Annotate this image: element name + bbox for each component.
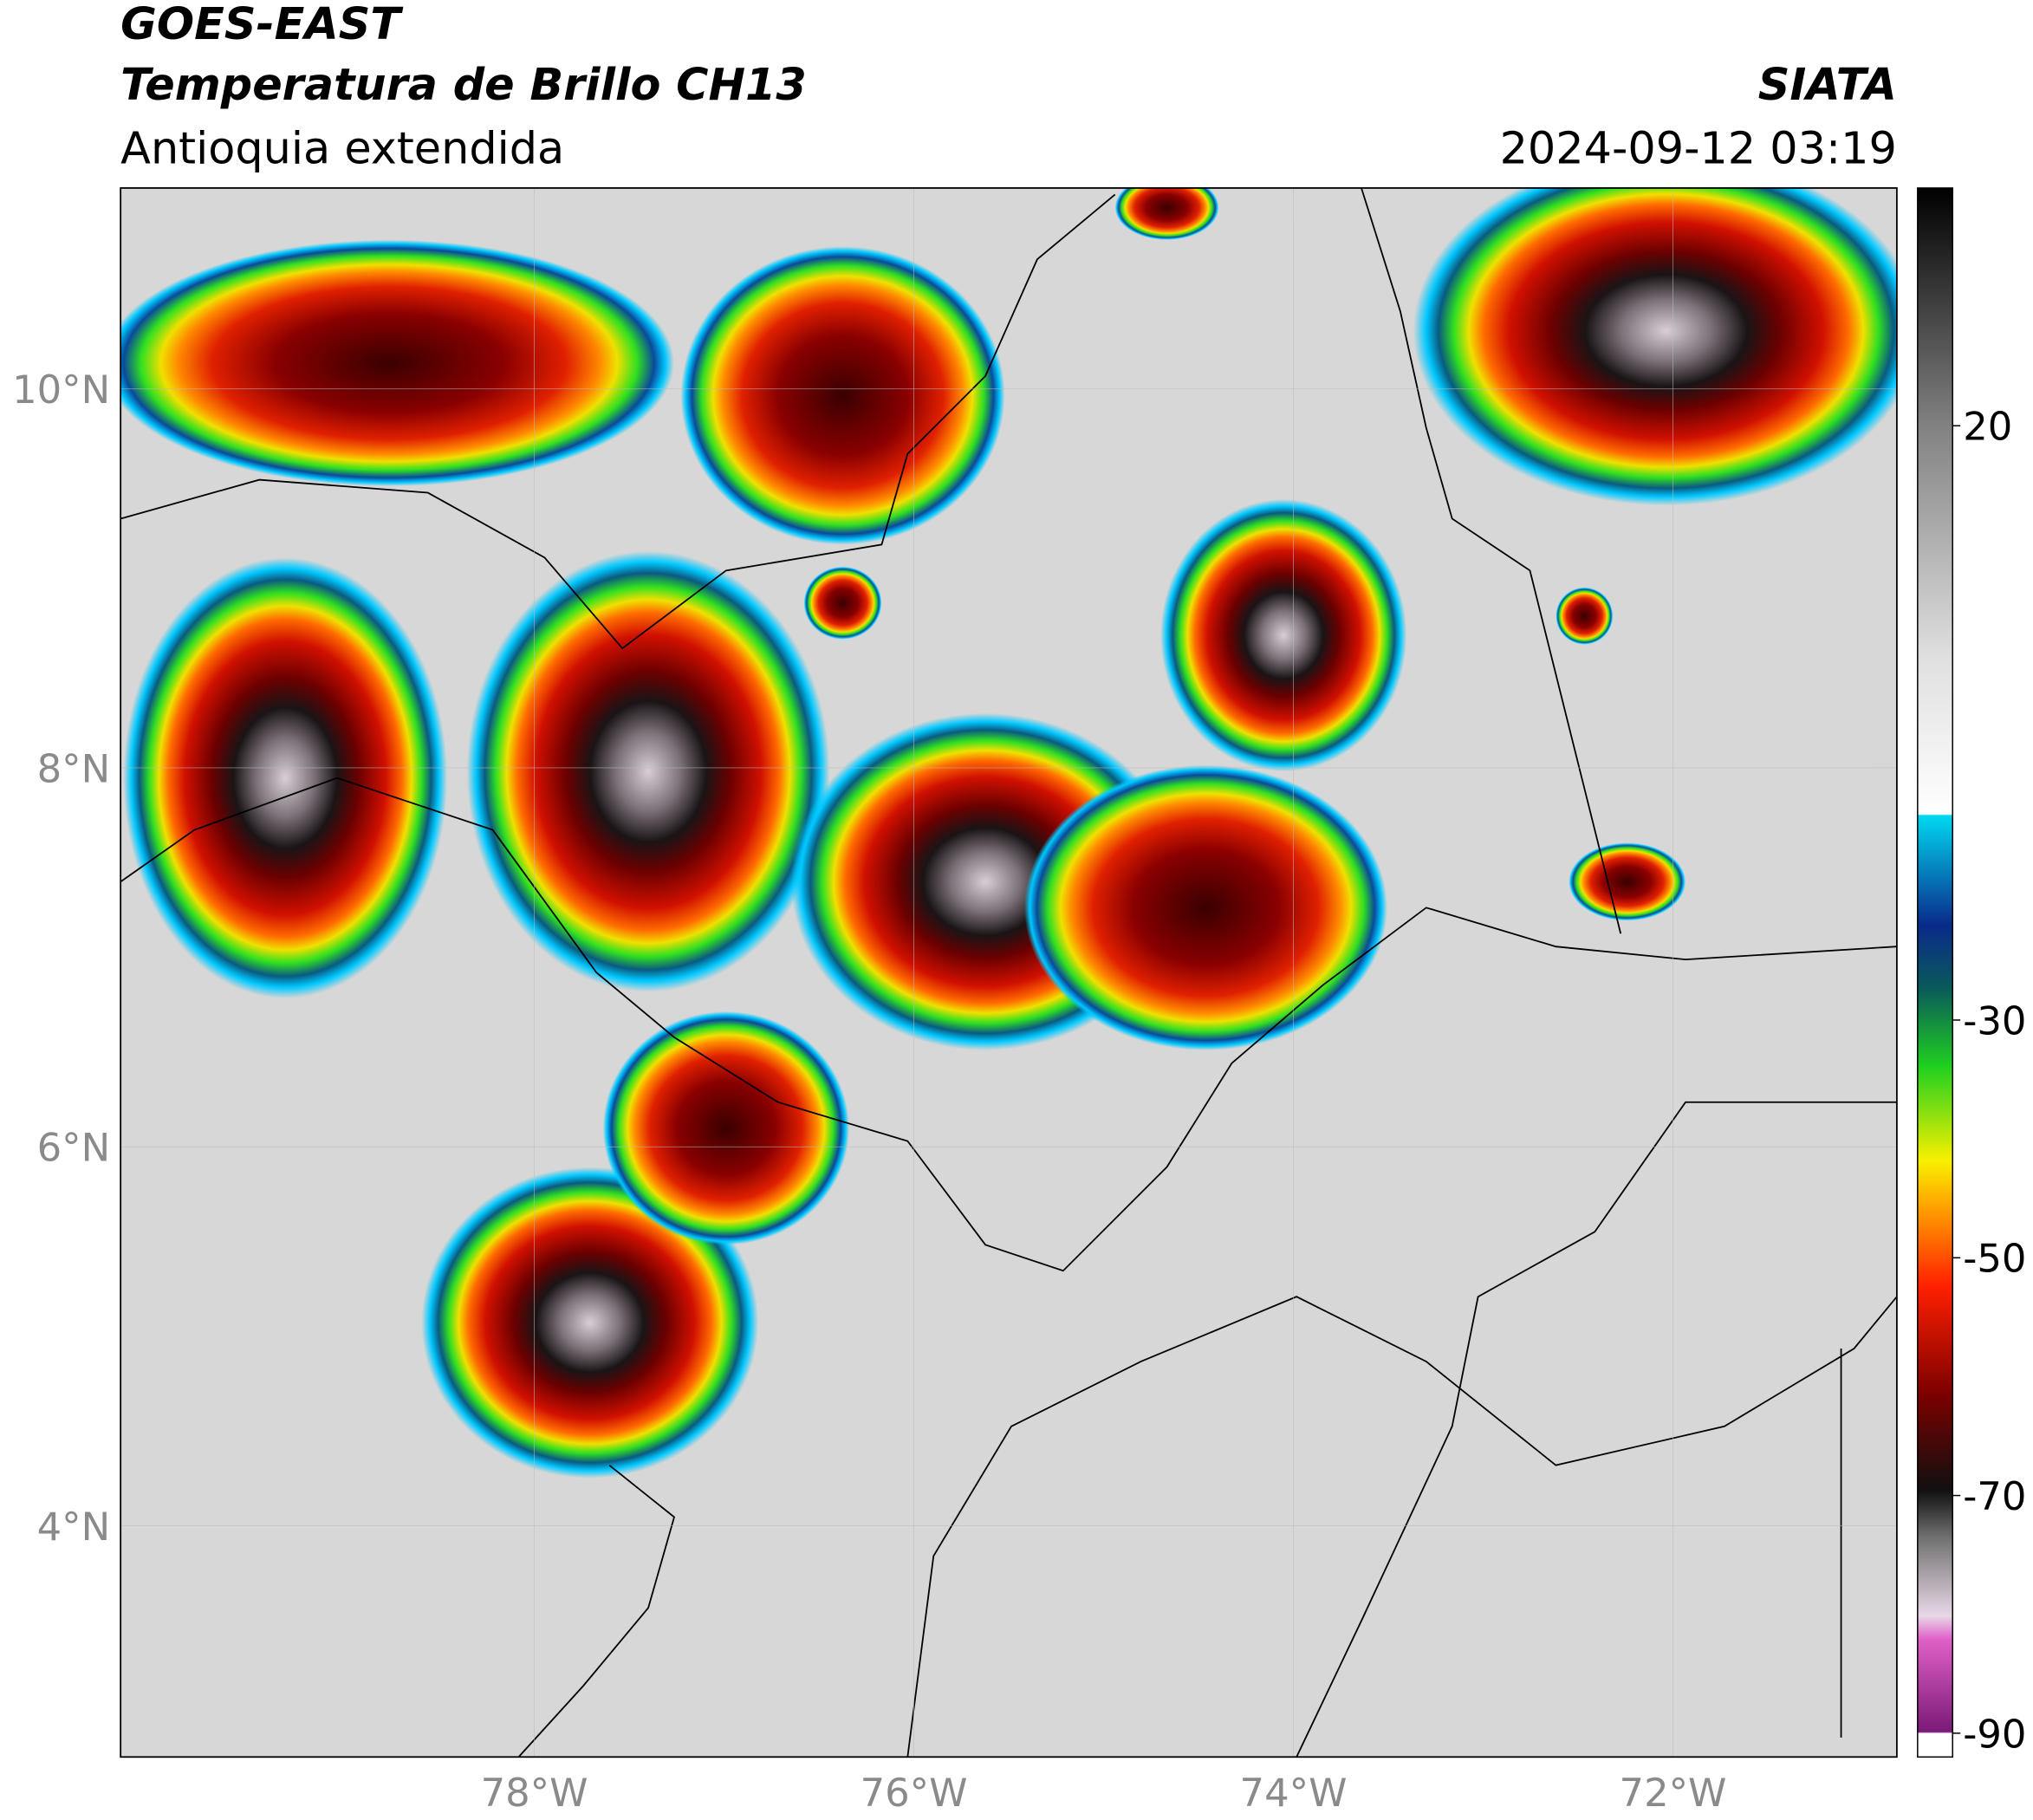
colorbar-tick-label: -30 [1963,998,2026,1043]
colorbar-tick-label: -50 [1963,1236,2026,1282]
lat-label: 6°N [37,1125,111,1171]
source: SIATA [1758,59,1897,110]
lon-label: 72°W [1620,1770,1727,1816]
map-image [120,187,1897,1758]
lat-label: 4°N [37,1504,111,1550]
colorbar-tick-label: -70 [1963,1473,2026,1519]
lat-label: 10°N [12,367,110,413]
map-frame [120,187,1898,1758]
lon-label: 74°W [1240,1770,1348,1816]
title-line1: GOES-EAST [120,0,404,49]
colorbar-tick-label: 20 [1963,404,2012,450]
subtitle: Antioquia extendida [120,123,564,174]
lat-label: 8°N [37,745,111,791]
datetime: 2024-09-12 03:19 [1500,123,1897,174]
colorbar [1917,187,1953,1758]
lon-label: 76°W [861,1770,968,1816]
title-line2: Temperatura de Brillo CH13 [120,59,807,110]
lon-label: 78°W [481,1770,588,1816]
colorbar-tick-label: -90 [1963,1711,2026,1757]
